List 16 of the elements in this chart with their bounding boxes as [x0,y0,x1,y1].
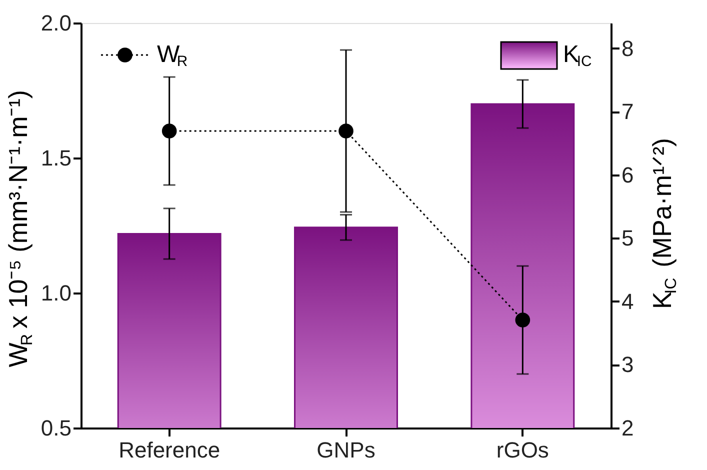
x-tick-label: GNPs [316,438,376,462]
x-tick-label: rGOs [496,438,549,462]
y2-tick-label: 8 [622,36,634,61]
y-axis-title: WR x 10⁻⁵ (mm³·N⁻¹·m⁻¹) [3,90,36,368]
y-tick-label: 1.5 [40,146,72,170]
y2-axis-title: KIC (MPa·m¹ᐟ²) [647,138,680,309]
y2-tick-label: 3 [622,352,634,378]
y2-tick-label: 2 [622,416,634,440]
y-tick-label: 1.0 [40,280,72,306]
y-tick-label: 0.5 [40,416,72,440]
x-tick-label: Reference [118,438,220,462]
y2-tick-label: 7 [622,99,634,124]
y-tick-label: 2.0 [40,10,72,36]
y2-tick-label: 5 [622,226,634,251]
y2-tick-label: 4 [622,288,634,314]
y2-tick-label: 6 [622,162,634,188]
